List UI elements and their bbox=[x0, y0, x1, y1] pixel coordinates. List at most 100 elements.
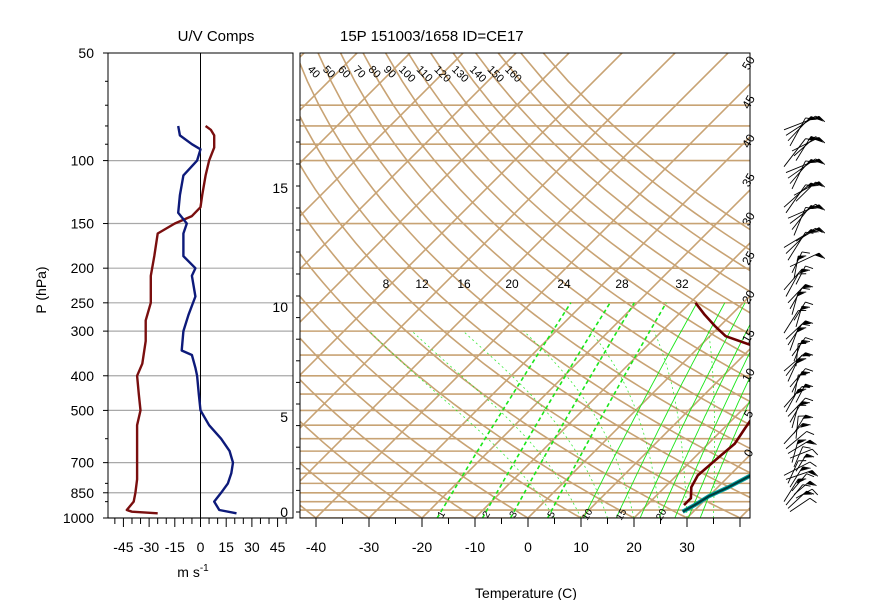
barb-feather bbox=[805, 320, 814, 324]
barb-staff bbox=[793, 446, 804, 468]
barb-staff bbox=[791, 160, 806, 190]
mixing-ratio-line bbox=[687, 376, 750, 518]
temperature-tick-label: 10 bbox=[573, 539, 589, 555]
wind-barb bbox=[795, 305, 810, 328]
barb-pennant bbox=[799, 269, 809, 274]
barb-staff bbox=[785, 273, 799, 297]
barb-staff bbox=[787, 231, 806, 261]
wind-barb bbox=[789, 287, 810, 310]
barb-staff bbox=[793, 301, 806, 321]
uv-y-tick-label: 850 bbox=[71, 485, 95, 501]
barb-staff bbox=[791, 137, 820, 152]
isotherm bbox=[300, 53, 411, 165]
wind-barb bbox=[795, 265, 814, 285]
barb-feather bbox=[805, 160, 814, 163]
barb-pennant bbox=[814, 116, 824, 122]
barb-feather bbox=[805, 138, 814, 141]
uv-series bbox=[125, 125, 237, 515]
height-tick-label: 10 bbox=[272, 299, 288, 315]
barb-feather bbox=[805, 284, 814, 288]
temperature-tick-label: -30 bbox=[359, 539, 379, 555]
dry-adiabat bbox=[300, 208, 689, 518]
wind-barb bbox=[793, 446, 811, 468]
mixing-ratio-line bbox=[436, 302, 572, 518]
barb-feather bbox=[815, 227, 823, 233]
barb-pennant bbox=[796, 256, 806, 261]
barb-pennant bbox=[796, 440, 806, 445]
wind-barb bbox=[787, 460, 807, 484]
barb-feather bbox=[818, 158, 826, 165]
height-tick-label: 15 bbox=[272, 180, 288, 196]
isotherm bbox=[300, 53, 729, 483]
moist-adiabat bbox=[368, 330, 555, 518]
barb-staff bbox=[783, 423, 804, 445]
barb-staff bbox=[783, 138, 806, 167]
wind-barb bbox=[785, 228, 819, 254]
mixing-ratio-line bbox=[674, 350, 750, 518]
dry-adiabat bbox=[300, 378, 477, 518]
mixing-ratio-bottom-label: 5 bbox=[546, 509, 559, 520]
dry-adiabat bbox=[300, 337, 530, 518]
dry-adiabat bbox=[300, 420, 424, 518]
barb-staff bbox=[787, 490, 807, 509]
uv-y-axis: 50 100 150 200 250 300 400 500 700 850 1000 bbox=[63, 45, 108, 526]
wind-barb bbox=[785, 273, 807, 297]
theta-label: 80 bbox=[366, 64, 383, 81]
barb-feather bbox=[801, 323, 810, 326]
barb-feather bbox=[811, 448, 819, 456]
barb-feather bbox=[801, 401, 810, 404]
isotherm bbox=[421, 188, 750, 518]
height-tick-label: 0 bbox=[280, 504, 288, 520]
barb-pennant bbox=[807, 229, 818, 234]
height-tick-label: 5 bbox=[280, 409, 288, 425]
barb-staff bbox=[785, 389, 799, 413]
uv-y-tick-label: 1000 bbox=[63, 510, 94, 526]
uv-title: U/V Comps bbox=[178, 28, 255, 45]
barb-pennant bbox=[803, 453, 813, 458]
barb-feather bbox=[815, 115, 823, 121]
barb-staff bbox=[789, 252, 820, 268]
skewt-panel: 15P 151003/1658 ID=CE17 4050607080901001… bbox=[272, 28, 758, 600]
mixing-ratio-bottom-label: 1 bbox=[436, 509, 449, 520]
theta-label: 140 bbox=[467, 64, 488, 85]
mixing-ratio-label: 12 bbox=[415, 277, 429, 291]
barb-feather bbox=[805, 397, 814, 402]
mixing-ratio-line bbox=[639, 302, 746, 518]
barb-feather bbox=[810, 228, 819, 233]
uv-panel: U/V Comps P (hPa) 5010015020025030040050… bbox=[33, 28, 294, 580]
barb-feather bbox=[810, 182, 819, 187]
uv-y-tick-label: 50 bbox=[78, 45, 94, 61]
uv-frame bbox=[107, 52, 294, 519]
barb-feather bbox=[815, 203, 823, 209]
wind-barb bbox=[783, 309, 807, 334]
barb-staff bbox=[793, 374, 799, 398]
dry-adiabat bbox=[384, 53, 750, 380]
barb-staff bbox=[785, 184, 806, 214]
u-component-line bbox=[125, 125, 216, 515]
barb-feather bbox=[818, 227, 826, 234]
wind-barb bbox=[789, 327, 807, 351]
barb-pennant bbox=[803, 491, 813, 495]
wind-barb bbox=[787, 284, 814, 304]
moist-adiabat bbox=[523, 330, 635, 518]
barb-feather bbox=[805, 414, 814, 419]
barb-staff bbox=[789, 497, 811, 513]
wind-barb bbox=[793, 255, 807, 279]
dry-adiabat bbox=[300, 252, 636, 518]
right-edge-label: 45 bbox=[739, 92, 758, 111]
wind-barb bbox=[787, 490, 815, 509]
uv-y-tick-label: 400 bbox=[71, 368, 95, 384]
theta-label: 50 bbox=[320, 64, 337, 81]
wind-barb bbox=[783, 138, 814, 167]
wind-barb bbox=[793, 301, 814, 321]
dry-adiabat bbox=[430, 53, 750, 336]
uv-y-tick-label: 500 bbox=[71, 402, 95, 418]
barb-pennant bbox=[807, 159, 818, 164]
wind-barb bbox=[785, 431, 815, 450]
temperature-tick-label: 0 bbox=[524, 539, 532, 555]
barb-feather bbox=[811, 470, 819, 477]
mixing-ratio-label: 20 bbox=[505, 277, 519, 291]
barb-feather bbox=[801, 251, 810, 254]
wind-barb bbox=[793, 374, 807, 398]
